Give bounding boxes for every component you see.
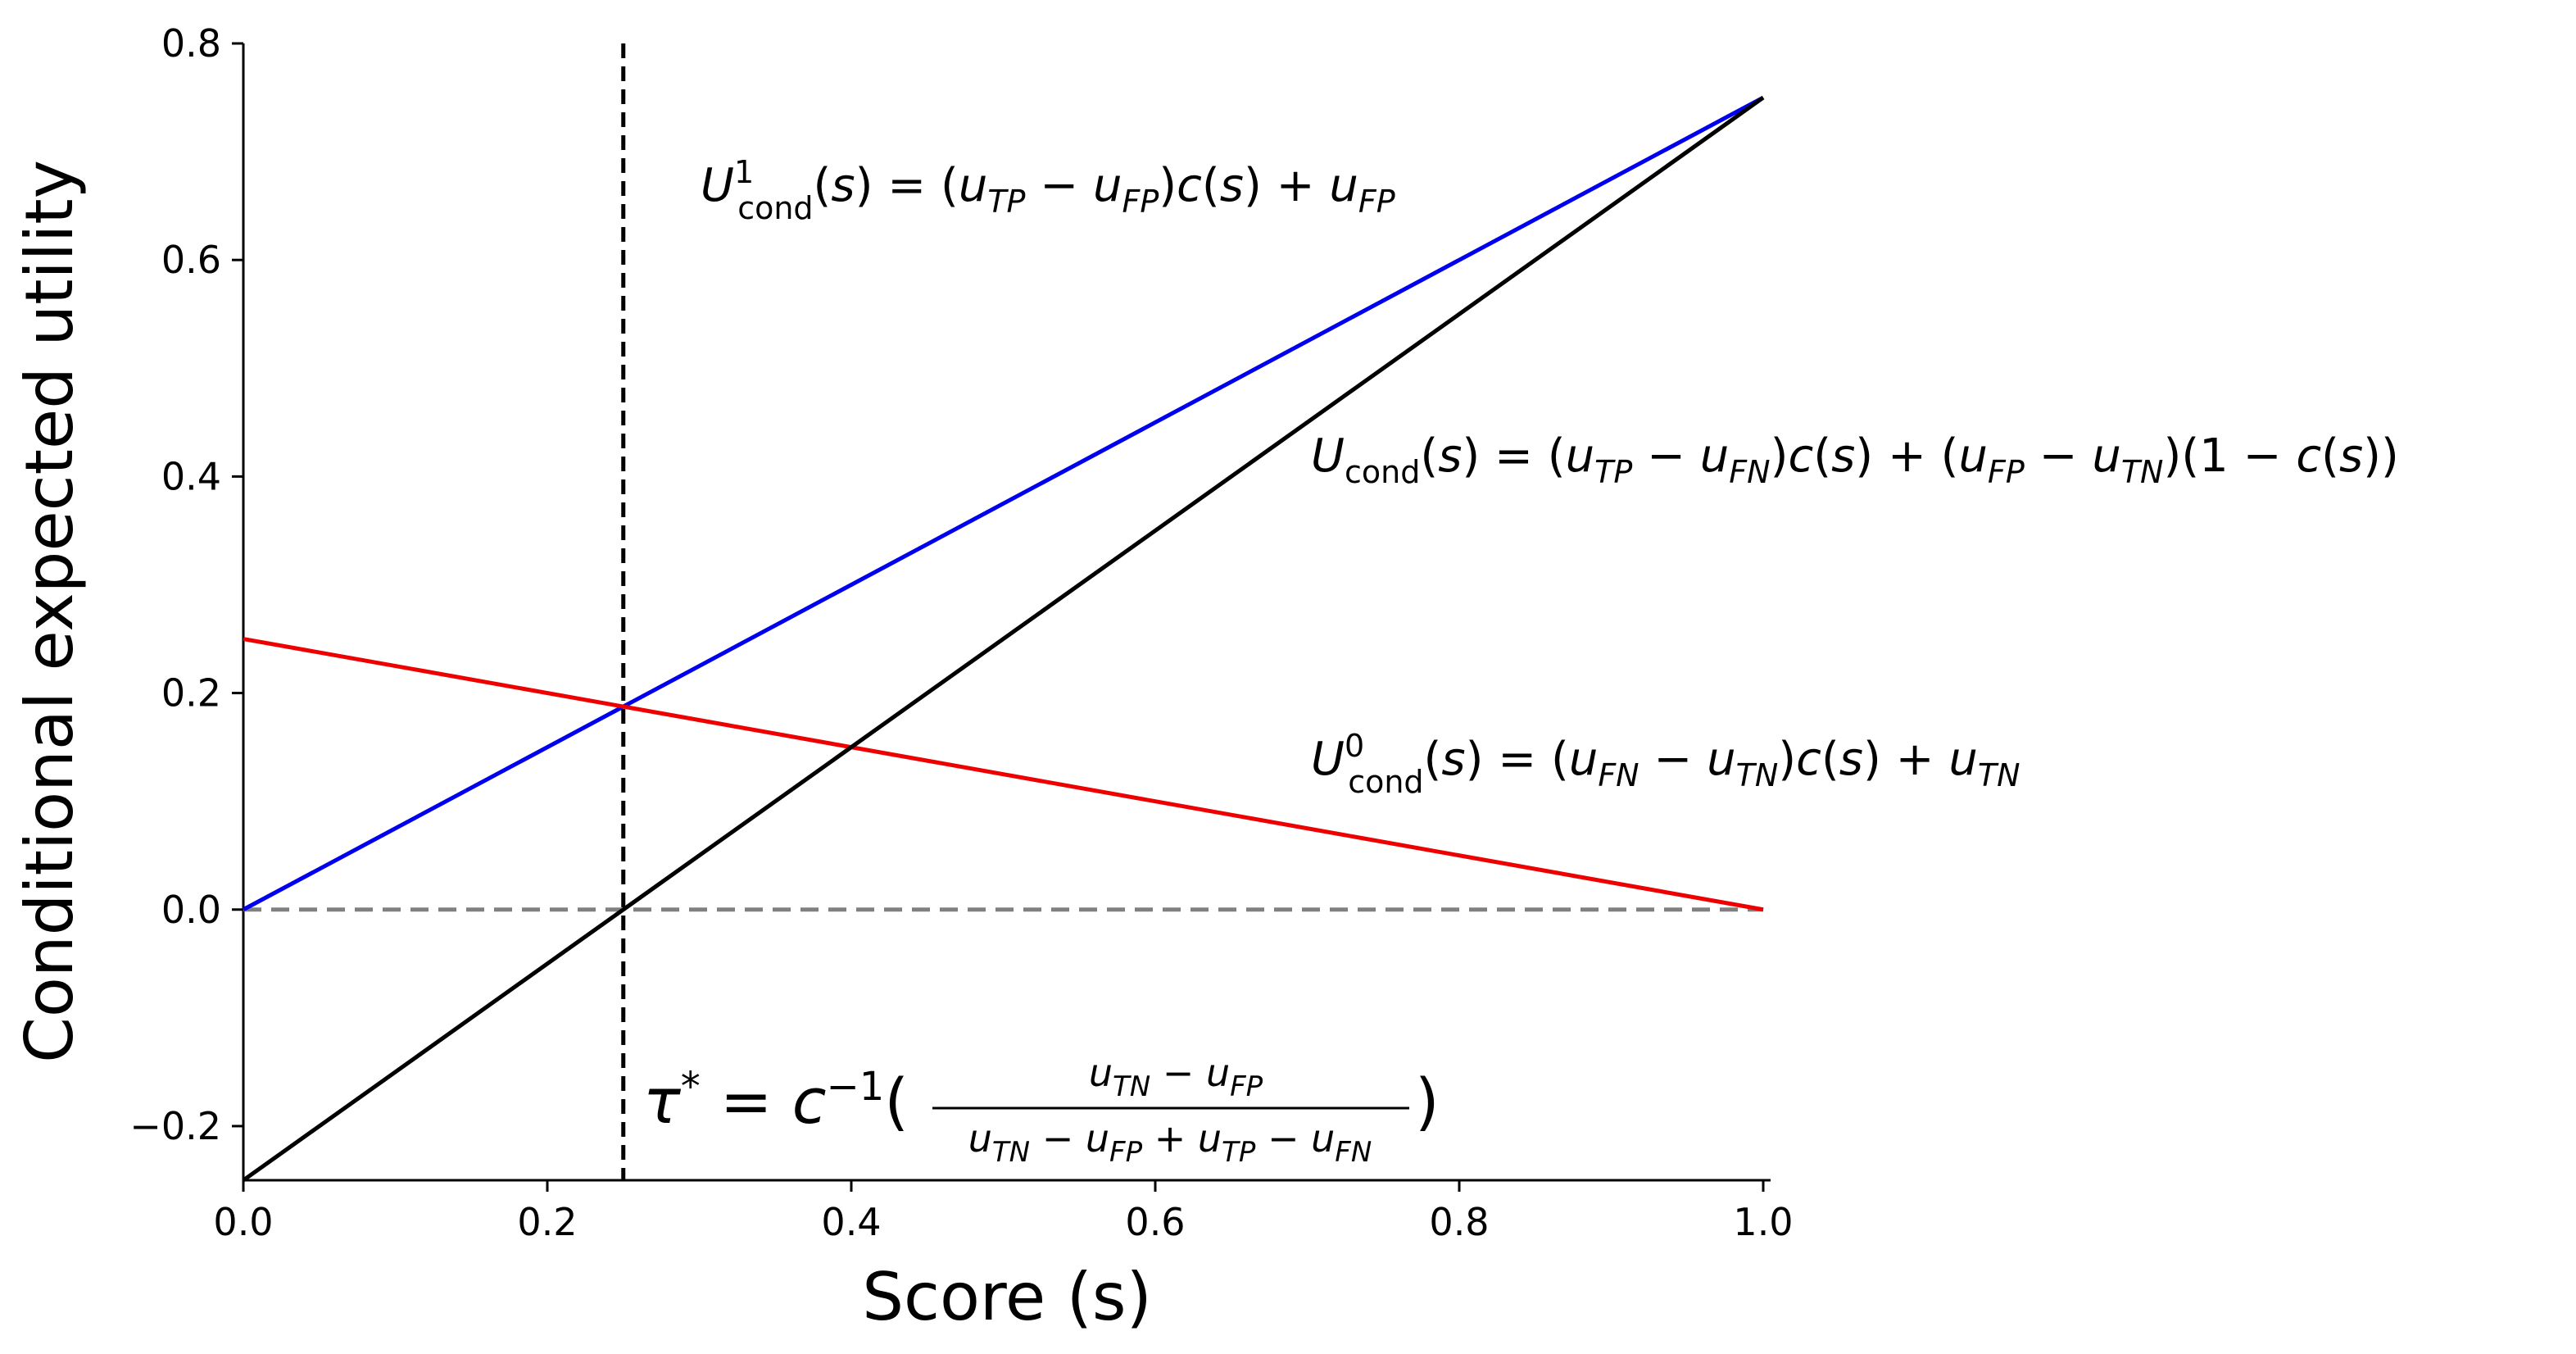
y-tick-label: 0.4	[161, 454, 221, 498]
y-tick-label: 0.0	[161, 888, 221, 932]
svg-text:): )	[1415, 1065, 1440, 1138]
series-line-ucond	[242, 96, 1765, 1183]
series-line-u1	[242, 95, 1765, 911]
x-ticks: 0.0 0.2 0.4 0.6 0.8 1.0	[213, 1180, 1794, 1244]
y-tick-label: 0.2	[161, 671, 221, 716]
svg-text:uTN − uFP + uTP − uFN: uTN − uFP + uTP − uFN	[968, 1116, 1372, 1169]
series-layer	[242, 43, 1765, 1183]
x-tick-label: 0.4	[821, 1200, 881, 1244]
annotation-u0-equation: U0 cond(s) = (uFN − uTN)c(s) + uTN	[1311, 728, 2020, 800]
y-ticks: −0.2 0.0 0.2 0.4 0.6 0.8	[129, 21, 243, 1148]
x-tick-label: 0.6	[1125, 1200, 1185, 1244]
x-tick-label: 0.8	[1429, 1200, 1489, 1244]
annotation-u1-equation: U1 cond(s) = (uTP − uFP)c(s) + uFP	[701, 154, 1395, 226]
y-tick-label: 0.6	[161, 238, 221, 282]
svg-text:τ* = c−1(: τ* = c−1(	[643, 1064, 909, 1138]
annotation-ucond-equation: Ucond(s) = (uTP − uFN)c(s) + (uFP − uTN)…	[1311, 429, 2399, 490]
x-tick-label: 1.0	[1733, 1200, 1793, 1244]
series-line-u0	[243, 637, 1764, 912]
y-tick-label: 0.8	[161, 21, 221, 66]
svg-text:uTN − uFP: uTN − uFP	[1089, 1051, 1263, 1103]
x-axis-label: Score (s)	[862, 1259, 1152, 1335]
y-tick-label: −0.2	[129, 1104, 221, 1148]
svg-text:Ucond(s) = (uTP − uFN)c(s) + (: Ucond(s) = (uTP − uFN)c(s) + (uFP − uTN)…	[1311, 429, 2399, 490]
x-tick-label: 0.2	[517, 1200, 577, 1244]
annotation-tau-equation: τ* = c−1( uTN − uFP uTN − uFP + uTP − uF…	[643, 1051, 1440, 1169]
x-tick-label: 0.0	[213, 1200, 273, 1244]
y-axis-label: Conditional expected utility	[11, 160, 88, 1063]
